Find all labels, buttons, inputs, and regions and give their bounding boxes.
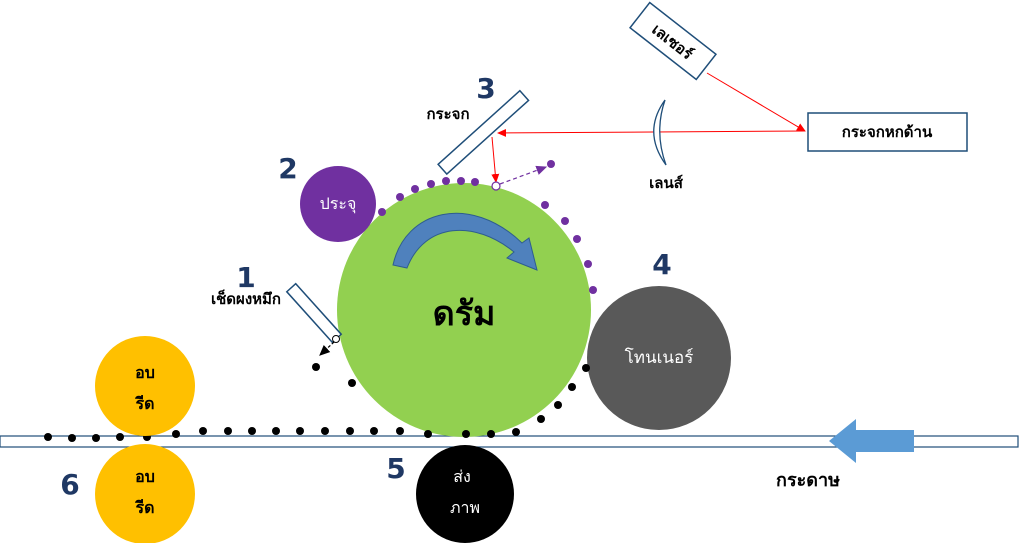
paper-label: กระดาษ — [776, 470, 840, 491]
step-number-4: 4 — [652, 248, 671, 281]
charge-label: ประจุ — [320, 194, 357, 214]
toner-roller — [587, 286, 731, 430]
mirror-label: กระจก — [426, 105, 469, 123]
toner-dots — [44, 363, 590, 442]
exposure-point — [491, 181, 501, 191]
fuser-roller-top — [95, 336, 195, 436]
step-number-5: 5 — [386, 452, 405, 485]
discharge-arrow — [499, 165, 548, 185]
rotation-arrow-icon — [392, 212, 538, 271]
wiper-blade — [285, 282, 343, 344]
lens-label: เลนส์ — [649, 174, 684, 192]
paper-direction-arrow-icon — [829, 419, 914, 463]
charge-roller — [300, 166, 376, 242]
step-number-1: 1 — [236, 261, 255, 294]
laser-beam-to-mirror — [497, 128, 806, 137]
laser-beam-to-drum — [491, 136, 500, 183]
transfer-label-line1: ส่ง — [453, 467, 471, 486]
wiper-tip — [332, 335, 340, 343]
fuser-bottom-line1: อบ — [135, 467, 155, 486]
laser-unit: เลเซอร์ — [629, 1, 717, 81]
fuser-top-line1: อบ — [135, 363, 155, 382]
fuser-top-line2: รีด — [134, 394, 154, 413]
step-number-6: 6 — [60, 468, 79, 501]
fuser-roller-bottom — [95, 444, 195, 543]
polygon-mirror-label: กระจกหกด้าน — [842, 123, 933, 141]
charge-dots — [378, 160, 597, 294]
paper-strip — [0, 435, 1019, 448]
transfer-label-line2: ภาพ — [450, 498, 480, 517]
fuser-bottom-line2: รีด — [134, 498, 154, 517]
laser-beam-to-polygon — [706, 72, 806, 132]
wiper-arrow — [319, 341, 335, 356]
wiper-label: เช็ดผงหมึก — [211, 289, 281, 308]
drum-label: ดรัม — [433, 294, 496, 334]
step-number-2: 2 — [278, 152, 297, 185]
transfer-roller — [416, 445, 514, 543]
polygon-mirror: กระจกหกด้าน — [807, 112, 968, 152]
step-number-3: 3 — [476, 72, 495, 105]
mirror — [437, 89, 530, 176]
lens-icon — [653, 99, 667, 166]
toner-label: โทนเนอร์ — [625, 347, 694, 368]
